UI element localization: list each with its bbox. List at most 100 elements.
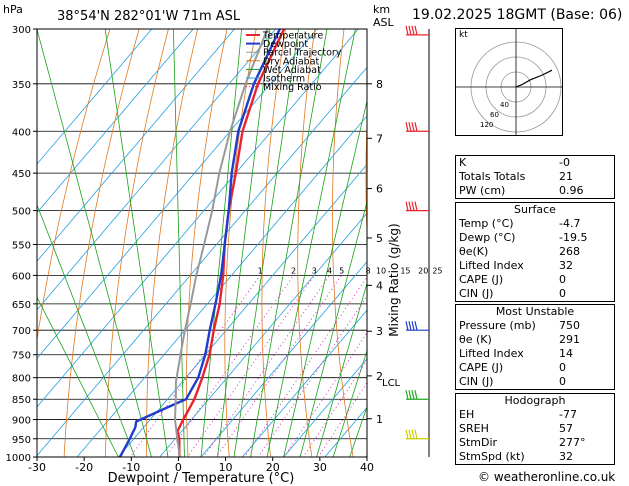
plot-frame [36,28,368,458]
run-date: 19.02.2025 18GMT (Base: 06) [412,7,623,23]
mu-row: θe (K) 291 [459,333,580,346]
temperature-profile [176,29,286,457]
mixing-ratio-label: 4 [327,266,332,275]
mixing-ratio-line [283,332,367,457]
mixing-ratio-label: 20 [418,266,428,275]
wet-adiabat-line [299,200,367,457]
pressure-label: 950 [12,435,31,446]
pressure-label: 700 [12,326,31,337]
wind-barb-flag [405,429,409,439]
wind-barb-flag [411,201,415,211]
hodo-row: StmDir 277° [459,436,586,449]
pressure-label: 350 [12,80,31,91]
wind-barb-flag [405,25,409,36]
pressure-label: 850 [12,395,31,406]
altitude-label: 4 [376,279,383,292]
x-axis-label: Dewpoint / Temperature (°C) [108,471,295,486]
pressure-label: 450 [12,169,31,180]
mixing-ratio-line [302,359,367,457]
mu-row: CIN (J) 0 [459,375,566,388]
mixing-ratio-label: 25 [432,266,442,275]
pressure-label: 550 [12,240,31,251]
pressure-label: 500 [12,207,31,218]
surface-row: CAPE (J) 0 [459,273,566,286]
wind-barb-flag [414,122,418,132]
wind-barb-flag [408,25,412,36]
isotherm-line [159,212,367,457]
altitude-label: 6 [376,183,383,196]
isotherm-line [283,358,367,457]
wind-barb-flag [408,429,412,439]
temperature-label: 30 [313,461,327,474]
wind-barb-flag [414,390,418,400]
pressure-label: 1000 [6,453,31,464]
mixing-ratio-line [317,381,367,457]
dry-adiabat-line [261,29,286,457]
pressure-label: 600 [12,271,31,282]
lcl-label: LCL [382,378,401,389]
wind-barb-flag [408,390,412,400]
hodo-row: SREH 57 [459,422,573,435]
dry-adiabat-line [185,29,228,457]
legend-entry: Dewpoint [263,39,308,50]
temperature-label: -10 [122,461,140,474]
wind-barb-flag [408,201,412,211]
dry-adiabat-line [37,29,111,343]
isotherm-line [37,29,318,360]
mixing-ratio-label: 2 [291,266,296,275]
legend-entry: Temperature [262,31,323,42]
mixing-ratio-line [203,275,330,457]
credit-text: © weatheronline.co.uk [478,470,616,484]
hodograph-ring-label: 40 [500,101,509,109]
legend-entry: Wet Adiabat [263,65,321,76]
wind-barb-flag [411,25,415,36]
mixing-ratio-line [129,275,261,457]
wind-barb-flag [405,122,409,132]
mu-row: Pressure (mb) 750 [459,319,580,332]
wind-barb-flag [414,25,418,36]
isotherm-line [37,29,153,165]
temperature-label: -20 [75,461,93,474]
legend-entry: Parcel Trajectory [263,48,342,59]
dry-adiabat-line [399,0,441,474]
temperature-label: 10 [219,461,233,474]
dry-adiabat-line [224,29,257,457]
mixing-ratio-label: 15 [400,266,410,275]
wet-adiabat-line [349,405,367,457]
index-row: PW (cm) 0.96 [459,184,584,197]
asl-label: ASL [373,16,395,29]
altitude-label: 7 [376,132,383,145]
mixing-ratio-line [186,275,315,457]
isotherm-line [37,29,235,262]
temperature-label: -30 [28,461,46,474]
dewpoint-profile [118,29,281,457]
pressure-label: 750 [12,351,31,362]
mixing-ratio-line [243,276,367,457]
pressure-label: 400 [12,127,31,138]
mixing-ratio-label: 8 [366,266,371,275]
wet-adiabat-line [316,281,367,457]
mixing-ratio-label: 1 [258,266,263,275]
wet-adiabat-line [104,29,169,457]
wind-barb-flag [414,321,418,331]
altitude-label: 5 [376,232,383,245]
surface-row: Lifted Index 32 [459,259,573,272]
pressure-label: 800 [12,374,31,385]
wind-barb-flag [411,429,415,439]
dry-adiabat-line [104,29,169,457]
temperature-label: 40 [360,461,374,474]
legend-entry: Mixing Ratio [263,82,322,93]
hodograph: kt 40 60 120 [455,28,563,136]
section-title: Surface [514,203,556,216]
isotherm-line [37,29,359,408]
wet-adiabat-line [37,296,119,457]
wet-adiabat-line [250,29,328,457]
wet-adiabat-line [233,29,299,457]
section-title: Hodograph [504,394,566,407]
isotherm-line [76,115,367,457]
legend-entry: Dry Adiabat [263,56,320,67]
wet-adiabat-line [332,349,367,457]
pressure-label: 650 [12,300,31,311]
hodo-row: StmSpd (kt) 32 [459,450,573,463]
